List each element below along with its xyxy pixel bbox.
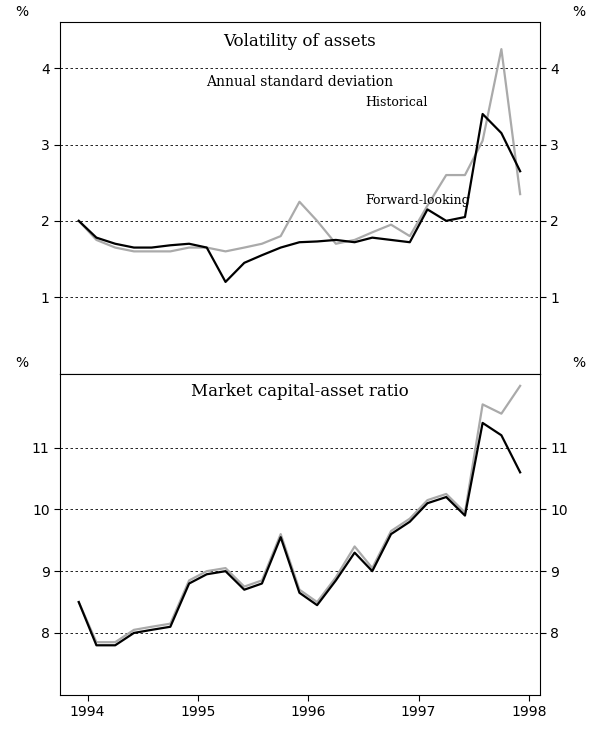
Text: Annual standard deviation: Annual standard deviation xyxy=(206,75,394,89)
Text: Forward-looking: Forward-looking xyxy=(365,194,470,208)
Text: %: % xyxy=(15,5,28,19)
Text: Market capital-asset ratio: Market capital-asset ratio xyxy=(191,383,409,400)
Text: Historical: Historical xyxy=(365,96,427,109)
Text: %: % xyxy=(15,356,28,371)
Text: Volatility of assets: Volatility of assets xyxy=(224,33,376,50)
Text: %: % xyxy=(572,5,585,19)
Text: %: % xyxy=(572,356,585,371)
